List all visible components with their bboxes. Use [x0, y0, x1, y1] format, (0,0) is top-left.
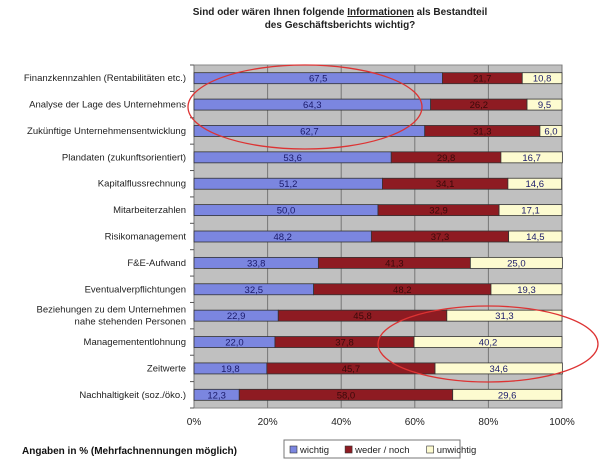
category-label: Plandaten (zukunftsorientiert) [62, 152, 186, 163]
bar-unwichtig [507, 177, 563, 190]
bar-unwichtig [521, 72, 563, 85]
annotation-ellipse [187, 64, 423, 150]
data-label: 31,3 [473, 126, 492, 137]
chart-title-line2: des Geschäftsberichts wichtig? [264, 20, 416, 31]
category-label: Analyse der Lage des Unternehmens [29, 100, 186, 111]
data-label: 9,5 [538, 100, 551, 111]
category-label: F&E-Aufwand [127, 258, 186, 269]
data-label: 34,1 [436, 179, 455, 190]
data-label: 40,2 [479, 338, 498, 349]
data-label: 53,6 [283, 153, 302, 164]
x-tick-label: 80% [478, 417, 498, 428]
bar-unwichtig [526, 98, 563, 111]
legend-label: weder / noch [354, 445, 409, 456]
category-label: Nachhaltigkeit (soz./öko.) [79, 390, 186, 401]
data-label: 6,0 [544, 126, 557, 137]
category-label: Beziehungen zu dem Unternehmen nahe stehe… [37, 305, 186, 328]
data-label: 19,3 [517, 285, 536, 296]
data-label: 12,3 [207, 390, 226, 401]
bar-unwichtig [490, 283, 563, 296]
data-label: 29,8 [437, 153, 456, 164]
bar-unwichtig [469, 256, 563, 269]
data-label: 48,2 [393, 285, 412, 296]
data-label: 37,8 [335, 338, 354, 349]
data-label: 31,3 [495, 311, 514, 322]
data-label: 32,9 [429, 206, 448, 217]
data-label: 58,0 [337, 390, 356, 401]
bar-unwichtig [498, 204, 563, 217]
data-label: 22,0 [225, 338, 244, 349]
legend: wichtig weder / noch unwichtig [283, 439, 477, 459]
x-tick-label: 0% [187, 417, 202, 428]
category-label: Zukünftige Unternehmensentwicklung [27, 126, 186, 137]
data-label: 64,3 [303, 100, 322, 111]
category-label: Kapitalflussrechnung [98, 179, 186, 190]
chart-title-line1: Sind oder wären Ihnen folgende Informati… [192, 7, 488, 18]
data-label: 21,7 [473, 74, 492, 85]
bar-unwichtig [413, 336, 563, 348]
data-label: 62,7 [300, 126, 319, 137]
data-label: 37,3 [431, 232, 450, 243]
category-label: Zeitwerte [147, 363, 186, 374]
data-label: 33,8 [247, 258, 266, 269]
bar-unwichtig [500, 151, 563, 164]
data-label: 50,0 [277, 206, 296, 217]
data-label: 45,7 [342, 364, 361, 375]
data-label: 17,1 [521, 206, 540, 217]
data-label: 51,2 [279, 179, 298, 190]
data-label: 16,7 [522, 153, 541, 164]
data-label: 34,6 [489, 364, 508, 375]
data-label: 48,2 [273, 232, 292, 243]
annotation-ellipse [377, 305, 599, 383]
bar-unwichtig [452, 388, 563, 401]
category-label: Mitarbeiterzahlen [113, 205, 186, 216]
data-label: 26,2 [470, 100, 489, 111]
x-tick-label: 100% [549, 417, 575, 428]
data-label: 22,9 [227, 311, 246, 322]
category-label: Risikomanagement [105, 232, 187, 243]
bar-unwichtig [539, 125, 563, 137]
legend-swatch [344, 445, 353, 454]
data-label: 25,0 [507, 258, 526, 269]
data-label: 67,5 [309, 74, 328, 85]
data-label: 19,8 [221, 364, 240, 375]
data-label: 32,5 [245, 285, 264, 296]
data-label: 41,3 [385, 258, 404, 269]
data-label: 29,6 [498, 390, 517, 401]
category-label: Finanzkennzahlen (Rentabilitäten etc.) [24, 73, 186, 84]
data-label: 45,8 [353, 311, 372, 322]
x-tick-label: 20% [258, 417, 278, 428]
bar-unwichtig [508, 230, 563, 243]
category-label: Managemententlohnung [84, 337, 186, 348]
legend-box [283, 439, 461, 459]
category-label: Eventualverpflichtungen [85, 284, 186, 295]
bar-unwichtig [434, 362, 563, 375]
data-label: 14,5 [526, 232, 545, 243]
data-label: 10,8 [533, 74, 552, 85]
x-tick-label: 60% [405, 417, 425, 428]
legend-swatch [426, 445, 435, 454]
legend-label: wichtig [299, 445, 329, 456]
legend-swatch [289, 445, 298, 454]
data-label: 14,6 [526, 179, 545, 190]
chart-footer: Angaben in % (Mehrfachnennungen möglich) [22, 446, 237, 457]
legend-label: unwichtig [437, 445, 477, 456]
x-tick-label: 40% [331, 417, 351, 428]
